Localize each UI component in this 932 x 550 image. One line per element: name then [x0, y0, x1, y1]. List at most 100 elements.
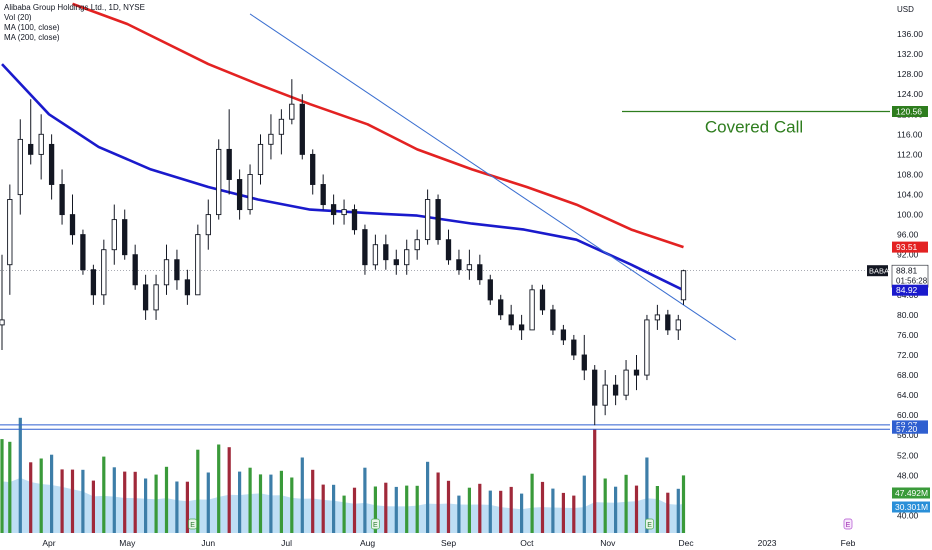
candle-body: [487, 279, 493, 301]
x-tick-label: Oct: [520, 538, 534, 548]
candle-body: [612, 384, 619, 396]
volume-bar: [144, 478, 148, 533]
candle: [633, 355, 640, 391]
candle-body: [404, 249, 410, 266]
volume-bar: [645, 457, 649, 533]
y-tick-label: 80.00: [897, 310, 919, 320]
candle-body: [665, 314, 671, 331]
volume-bar: [681, 475, 686, 533]
covered-call-price-tag-bg: [892, 106, 928, 117]
volume-bar: [112, 467, 116, 533]
candle-body: [560, 329, 567, 341]
volume-bar: [499, 490, 503, 533]
volume-bar: [269, 474, 273, 533]
volume-bar: [363, 467, 367, 533]
candle: [665, 309, 671, 335]
candle: [111, 204, 117, 265]
candle: [351, 204, 358, 235]
volume-bar: [206, 472, 210, 533]
symbol-title[interactable]: Alibaba Group Holdings Ltd., 1D, NYSE: [4, 3, 145, 12]
volume-bar: [102, 456, 106, 533]
candle: [101, 239, 107, 305]
candle-body: [456, 259, 462, 271]
volume-bar: [582, 475, 586, 533]
candle: [424, 189, 431, 245]
trendline: [249, 13, 737, 341]
candle-body: [101, 249, 107, 296]
volume-bar: [614, 486, 618, 533]
candle-body: [477, 264, 483, 281]
candle: [393, 249, 399, 275]
volume-bar: [572, 495, 576, 533]
volume-bar: [332, 484, 336, 533]
indicator-ma200-label[interactable]: MA (200, close): [4, 33, 60, 42]
candle: [539, 284, 546, 315]
volume-bar: [405, 485, 409, 533]
candle-body: [163, 259, 170, 286]
candle: [247, 164, 253, 215]
volume-ma-tag-bg: [892, 501, 930, 513]
candle-body: [498, 299, 504, 316]
y-tick-label: 56.00: [897, 430, 919, 440]
candle-body: [80, 234, 86, 271]
candle: [28, 99, 34, 165]
candle-body: [351, 209, 358, 231]
candle: [132, 244, 138, 290]
candle-body: [216, 148, 222, 216]
candles: [0, 79, 687, 426]
y-tick-label: 136.00: [897, 29, 923, 39]
candle: [236, 169, 243, 220]
volume-bar: [300, 457, 304, 533]
indicator-volume-label[interactable]: Vol (20): [4, 13, 32, 22]
volume-bar: [70, 469, 75, 533]
x-tick-label: Nov: [600, 538, 616, 548]
volume-bar: [164, 466, 169, 533]
volume-bar: [321, 484, 325, 533]
support-low-tag-bg: [892, 424, 928, 434]
y-tick-label: 100.00: [897, 210, 923, 220]
earnings-marker-label: E: [190, 522, 195, 529]
indicator-ma100-label[interactable]: MA (100, close): [4, 23, 60, 32]
volume-bar: [81, 469, 85, 533]
candle-body: [90, 269, 97, 296]
candle: [477, 254, 483, 285]
time-axis: Apr May Jun Jul Aug Sep Oct Nov Dec 2023 Feb: [42, 538, 855, 548]
candle: [90, 264, 97, 305]
candle-body: [633, 369, 640, 376]
volume-bar: [196, 449, 200, 533]
candle-body: [38, 133, 44, 155]
candle: [278, 109, 285, 155]
candle-body: [466, 264, 473, 271]
candle-body: [28, 143, 34, 155]
candle: [17, 119, 23, 215]
candle: [445, 229, 452, 265]
volume-bar: [123, 471, 127, 533]
price-axis: USD136.00132.00128.00124.00120.00116.001…: [890, 0, 932, 550]
covered-call-label: Covered Call: [705, 117, 803, 136]
candle: [341, 199, 347, 225]
x-tick-label: Sep: [441, 538, 456, 548]
volume-bar: [593, 429, 597, 533]
x-tick-label: Jun: [201, 538, 215, 548]
candle: [680, 269, 687, 305]
volume-bar: [551, 488, 555, 533]
volume-bar: [154, 474, 158, 533]
x-tick-label: Dec: [679, 538, 695, 548]
ticker-badge: BABA: [869, 267, 889, 276]
candle: [623, 360, 629, 401]
y-tick-label: 128.00: [897, 69, 923, 79]
candle: [404, 239, 410, 275]
candle-body: [383, 244, 389, 261]
candle-body: [69, 214, 76, 236]
volume-bar: [290, 477, 294, 533]
last-price-tag: 88.81: [896, 266, 918, 276]
candle-body: [362, 229, 368, 266]
earnings-marker: [371, 518, 380, 530]
candle: [362, 224, 368, 275]
volume-bar: [634, 485, 639, 533]
volume-bar: [394, 486, 398, 533]
volume-bar: [248, 467, 252, 533]
